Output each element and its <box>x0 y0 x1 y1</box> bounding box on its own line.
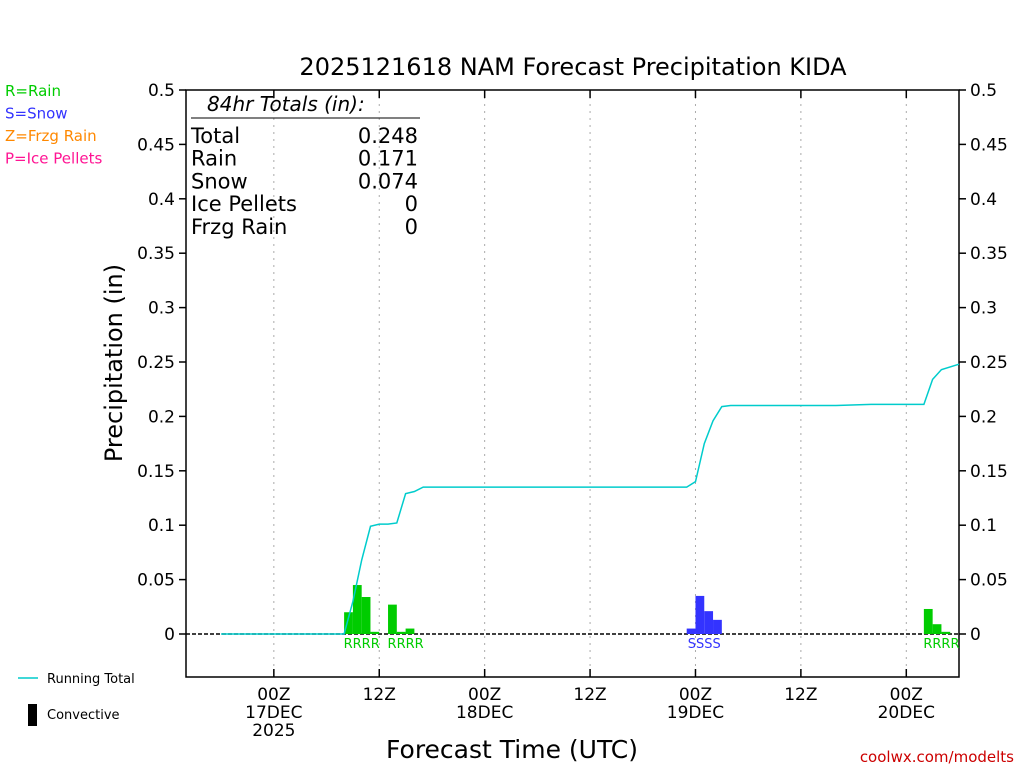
y-tick-label-left: 0.4 <box>148 190 175 210</box>
y-tick-label-left: 0.3 <box>148 299 175 319</box>
y-axis-label: Precipitation (in) <box>100 264 128 462</box>
precip-bar-snow <box>686 628 696 634</box>
precip-type-legend: R=Rain S=Snow Z=Frzg Rain P=Ice Pellets <box>5 82 102 168</box>
y-tick-label-left: 0.5 <box>148 81 175 101</box>
plot-frame <box>185 89 960 678</box>
y-tick-label-right: 0.05 <box>970 571 1008 591</box>
legend-label: Convective <box>47 708 120 723</box>
y-tick-label-left: 0.45 <box>137 135 175 155</box>
precip-bars <box>344 585 951 634</box>
type-legend-entry: R=Rain <box>5 82 61 100</box>
y-tick-label-right: 0 <box>970 625 981 645</box>
y-tick-label-right: 0.2 <box>970 407 997 427</box>
totals-row-label: Total <box>190 124 240 148</box>
precip-bar-rain <box>396 631 406 634</box>
type-legend-entry: Z=Frzg Rain <box>5 127 97 145</box>
y-tick-label-left: 0 <box>164 625 175 645</box>
y-tick-label-right: 0.4 <box>970 190 997 210</box>
totals-row-value: 0 <box>405 215 418 239</box>
type-legend-entry: S=Snow <box>5 105 68 123</box>
precip-bar-rain <box>941 631 951 634</box>
x-tick-label: 17DEC <box>245 703 302 723</box>
type-marker-label: RRRR <box>344 637 380 652</box>
y-tick-label-left: 0.15 <box>137 462 175 482</box>
x-tick-label: 00Z <box>679 685 712 705</box>
y-tick-label-right: 0.3 <box>970 299 997 319</box>
y-tick-label-left: 0.05 <box>137 571 175 591</box>
y-tick-label-left: 0.2 <box>148 407 175 427</box>
precip-bar-rain <box>352 585 362 634</box>
x-axis-label: Forecast Time (UTC) <box>386 735 638 764</box>
credit-link[interactable]: coolwx.com/modelts <box>860 748 1014 766</box>
y-tick-label-right: 0.15 <box>970 462 1008 482</box>
type-legend-entry: P=Ice Pellets <box>5 150 102 168</box>
precip-bar-rain <box>923 608 933 634</box>
y-axis-ticks: 0 00.05 0.050.1 0.10.15 0.150.2 0.20.25 0.250.… <box>137 81 1008 645</box>
precip-bar-snow <box>704 611 714 634</box>
x-tick-label: 20DEC <box>878 703 935 723</box>
totals-row-label: Frzg Rain <box>191 215 287 239</box>
x-tick-label: 00Z <box>468 685 501 705</box>
y-tick-label-left: 0.1 <box>148 516 175 536</box>
x-tick-label: 00Z <box>257 685 290 705</box>
running-total-line <box>221 363 960 635</box>
totals-row-value: 0.248 <box>358 124 418 148</box>
totals-box: 84hr Totals (in): Total 0.248 Rain 0.171 Sno… <box>190 92 420 239</box>
totals-row-value: 0 <box>405 192 418 216</box>
type-markers: RRRR RRRR SSSS RRRR <box>344 637 960 652</box>
x-tick-label: 19DEC <box>667 703 724 723</box>
totals-row-value: 0.171 <box>358 147 418 171</box>
precip-bar-snow <box>713 619 722 634</box>
y-tick-label-left: 0.35 <box>137 244 175 264</box>
y-tick-label-left: 0.25 <box>137 353 175 373</box>
totals-heading: 84hr Totals (in): <box>207 92 365 116</box>
y-tick-label-right: 0.45 <box>970 135 1008 155</box>
x-tick-label: 12Z <box>784 685 817 705</box>
type-marker-label: SSSS <box>688 637 721 652</box>
x-tick-label: 12Z <box>363 685 396 705</box>
precip-bar-rain <box>370 631 380 634</box>
y-tick-label-right: 0.5 <box>970 81 997 101</box>
legend-bar-swatch <box>28 704 37 726</box>
totals-row-value: 0.074 <box>358 169 418 193</box>
bottom-legend: Running Total Convective <box>18 672 135 726</box>
type-marker-label: RRRR <box>923 637 959 652</box>
x-tick-label: 2025 <box>252 721 295 741</box>
totals-row-label: Rain <box>191 147 237 171</box>
x-tick-label: 00Z <box>890 685 923 705</box>
precip-bar-rain <box>405 628 415 634</box>
y-tick-label-right: 0.35 <box>970 244 1008 264</box>
totals-row-label: Ice Pellets <box>191 192 297 216</box>
y-tick-label-right: 0.1 <box>970 516 997 536</box>
precip-bar-rain <box>388 604 397 634</box>
totals-row-label: Snow <box>191 169 248 193</box>
precip-bar-snow <box>695 595 705 634</box>
x-tick-label: 12Z <box>573 685 606 705</box>
precip-bar-rain <box>361 597 371 634</box>
type-marker-label: RRRR <box>388 637 424 652</box>
precip-bar-rain <box>344 612 353 634</box>
chart-title: 2025121618 NAM Forecast Precipitation KI… <box>299 53 847 81</box>
x-tick-label: 18DEC <box>456 703 513 723</box>
legend-label: Running Total <box>47 672 135 687</box>
precip-bar-rain <box>932 624 942 634</box>
y-tick-label-right: 0.25 <box>970 353 1008 373</box>
